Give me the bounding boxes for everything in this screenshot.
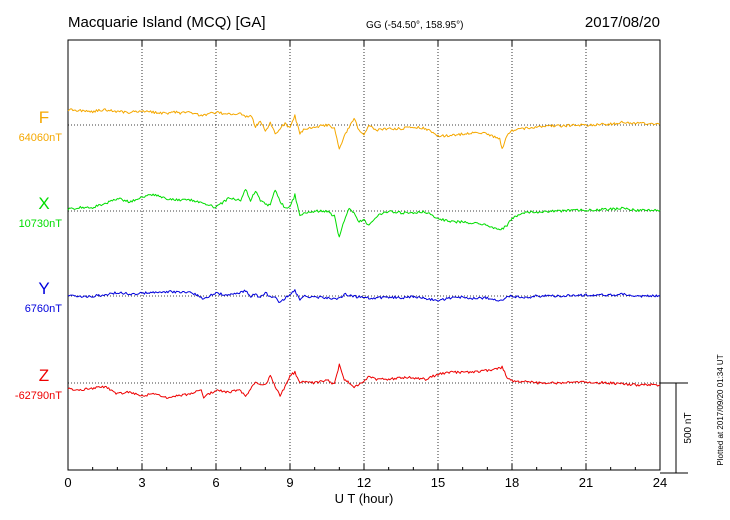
- series-group: [67, 108, 661, 399]
- x-tick-label-0: 0: [64, 475, 71, 490]
- plotted-timestamp: Plotted at 2017/09/20 01:34 UT: [716, 354, 725, 465]
- scale-bar-label: 500 nT: [683, 412, 694, 443]
- component-labels: F 64060nT X 10730nT Y 6760nT Z -62790nT: [15, 108, 62, 402]
- x-tick-label-12: 12: [357, 475, 371, 490]
- series-baseline-f: 64060nT: [19, 132, 63, 144]
- x-tick-label-21: 21: [579, 475, 593, 490]
- series-line-z: [67, 363, 661, 399]
- series-label-f: F: [39, 108, 49, 127]
- x-tick-label-15: 15: [431, 475, 445, 490]
- x-tick-label-18: 18: [505, 475, 519, 490]
- station-coordinates: GG (-54.50°, 158.95°): [366, 20, 464, 31]
- chart-title: Macquarie Island (MCQ) [GA]: [68, 14, 266, 31]
- chart-date: 2017/08/20: [585, 14, 660, 31]
- plot-frame: [67, 39, 661, 471]
- series-baseline-z: -62790nT: [15, 390, 62, 402]
- x-tick-label-3: 3: [138, 475, 145, 490]
- grid: [68, 40, 660, 470]
- x-tick-label-24: 24: [653, 475, 667, 490]
- x-tick-label-6: 6: [212, 475, 219, 490]
- x-tick-label-9: 9: [286, 475, 293, 490]
- x-axis: 0 3 6 9 12 15 18 21 24: [64, 40, 667, 490]
- series-baseline-y: 6760nT: [25, 303, 63, 315]
- series-baseline-x: 10730nT: [19, 218, 63, 230]
- series-label-x: X: [38, 194, 49, 213]
- x-axis-label: U T (hour): [335, 491, 394, 506]
- series-label-y: Y: [38, 279, 49, 298]
- scale-bar: 500 nT: [660, 382, 694, 474]
- series-line-f: [67, 108, 661, 150]
- series-line-x: [67, 189, 661, 238]
- series-line-y: [68, 289, 661, 303]
- series-label-z: Z: [39, 366, 49, 385]
